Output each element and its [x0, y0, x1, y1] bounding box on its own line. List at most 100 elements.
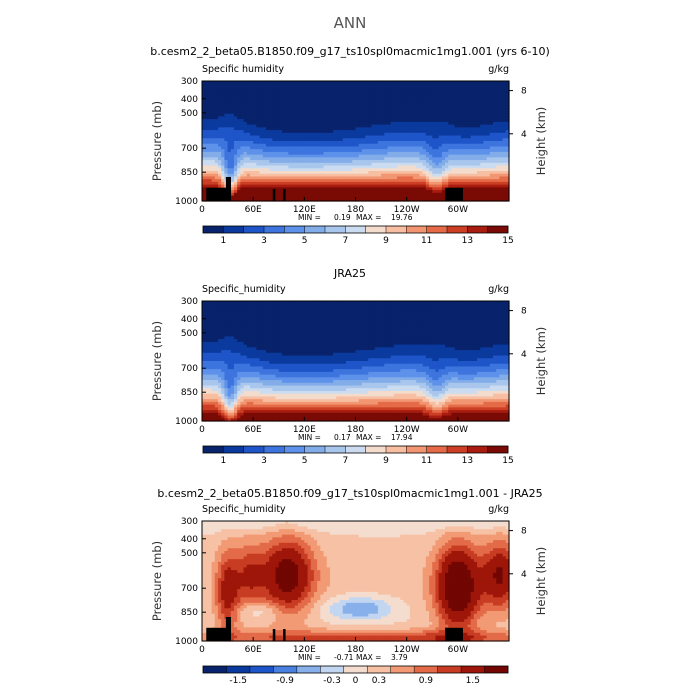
- heatmap-cell: [240, 97, 245, 101]
- heatmap-cell: [393, 195, 398, 199]
- heatmap-cell: [310, 135, 315, 139]
- heatmap-cell: [272, 303, 277, 308]
- heatmap-cell: [297, 198, 302, 202]
- heatmap-cell: [387, 113, 392, 118]
- heatmap-cell: [454, 184, 459, 188]
- heatmap-cell: [493, 317, 497, 321]
- heatmap-cell: [368, 81, 373, 85]
- heatmap-cell: [243, 100, 248, 104]
- heatmap-cell: [429, 127, 433, 131]
- heatmap-cell: [320, 306, 325, 310]
- heatmap-cell: [483, 168, 488, 172]
- heatmap-cell: [505, 151, 510, 156]
- heatmap-cell: [208, 160, 213, 164]
- heatmap-cell: [291, 187, 296, 191]
- heatmap-cell: [243, 303, 248, 308]
- heatmap-cell: [409, 116, 414, 120]
- heatmap-cell: [230, 303, 235, 308]
- heatmap-cell: [374, 100, 379, 104]
- heatmap-cell: [461, 168, 465, 172]
- heatmap-cell: [505, 130, 510, 134]
- heatmap-cell: [441, 195, 446, 199]
- heatmap-cell: [259, 198, 264, 202]
- heatmap-cell: [278, 168, 283, 172]
- heatmap-cell: [342, 195, 347, 199]
- heatmap-cell: [320, 309, 325, 313]
- heatmap-cell: [489, 195, 494, 199]
- heatmap-cell: [502, 151, 507, 156]
- heatmap-cell: [470, 314, 475, 318]
- heatmap-cell: [473, 86, 478, 90]
- heatmap-cell: [233, 192, 238, 197]
- heatmap-cell: [352, 97, 357, 101]
- heatmap-cell: [230, 113, 235, 118]
- heatmap-cell: [425, 198, 430, 202]
- heatmap-cell: [480, 168, 485, 172]
- heatmap-cell: [291, 195, 296, 199]
- heatmap-cell: [342, 173, 347, 178]
- heatmap-cell: [493, 301, 497, 305]
- heatmap-cell: [413, 173, 417, 178]
- heatmap-cell: [329, 83, 334, 88]
- heatmap-cell: [493, 176, 497, 180]
- heatmap-cell: [368, 309, 373, 313]
- panel-title: JRA25: [333, 267, 366, 280]
- heatmap-cell: [397, 146, 401, 150]
- heatmap-cell: [310, 108, 315, 112]
- heatmap-cell: [297, 173, 302, 178]
- heatmap-cell: [400, 165, 405, 169]
- heatmap-cell: [339, 151, 344, 156]
- heatmap-cell: [361, 171, 366, 175]
- heatmap-cell: [422, 105, 427, 109]
- heatmap-cell: [425, 132, 430, 137]
- heatmap-cell: [393, 314, 398, 318]
- heatmap-cell: [454, 309, 459, 313]
- heatmap-cell: [451, 146, 456, 150]
- heatmap-cell: [333, 94, 337, 98]
- heatmap-cell: [413, 181, 417, 186]
- heatmap-cell: [227, 83, 232, 88]
- heatmap-cell: [249, 124, 254, 128]
- heatmap-cell: [361, 141, 366, 145]
- heatmap-cell: [397, 317, 401, 321]
- heatmap-cell: [297, 89, 302, 93]
- heatmap-cell: [326, 113, 331, 118]
- heatmap-cell: [400, 97, 405, 101]
- heatmap-cell: [483, 100, 488, 104]
- heatmap-cell: [294, 127, 299, 131]
- heatmap-cell: [409, 311, 414, 316]
- heatmap-cell: [419, 105, 424, 109]
- heatmap-cell: [249, 303, 254, 308]
- heatmap-cell: [499, 146, 504, 150]
- heatmap-cell: [355, 141, 360, 145]
- heatmap-cell: [249, 141, 254, 145]
- heatmap-cell: [269, 162, 273, 167]
- heatmap-cell: [457, 130, 462, 134]
- heatmap-cell: [275, 143, 280, 148]
- heatmap-cell: [355, 146, 360, 150]
- heatmap-cell: [381, 181, 385, 186]
- heatmap-cell: [406, 192, 411, 197]
- heatmap-cell: [256, 130, 261, 134]
- heatmap-cell: [358, 100, 363, 104]
- heatmap-cell: [473, 162, 478, 167]
- heatmap-cell: [256, 179, 261, 183]
- heatmap-cell: [425, 127, 430, 131]
- heatmap-cell: [323, 165, 328, 169]
- heatmap-cell: [323, 121, 328, 126]
- heatmap-cell: [451, 102, 456, 107]
- heatmap-cell: [461, 116, 465, 120]
- heatmap-cell: [470, 151, 475, 156]
- heatmap-cell: [237, 132, 241, 137]
- heatmap-cell: [323, 116, 328, 120]
- heatmap-cell: [269, 165, 273, 169]
- heatmap-cell: [342, 113, 347, 118]
- heatmap-cell: [489, 171, 494, 175]
- heatmap-cell: [224, 141, 229, 145]
- heatmap-cell: [275, 86, 280, 90]
- heatmap-cell: [313, 149, 318, 153]
- heatmap-cell: [246, 113, 251, 118]
- heatmap-cell: [393, 176, 398, 180]
- heatmap-cell: [445, 154, 449, 158]
- heatmap-cell: [422, 176, 427, 180]
